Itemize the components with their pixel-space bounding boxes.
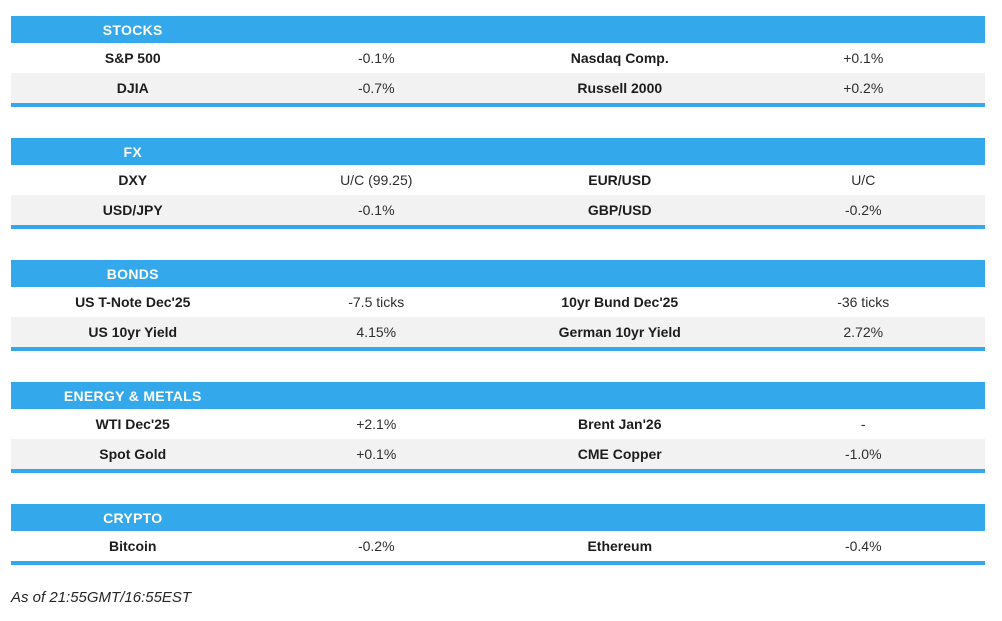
section-title: STOCKS	[102, 21, 163, 38]
section-title: ENERGY & METALS	[63, 387, 202, 404]
instrument-value: -0.2%	[357, 538, 395, 554]
table-row: S&P 500 -0.1% Nasdaq Comp. +0.1%	[11, 43, 985, 73]
instrument-label: EUR/USD	[588, 172, 652, 188]
instrument-value: 4.15%	[356, 324, 397, 340]
table-row: US 10yr Yield 4.15% German 10yr Yield 2.…	[11, 317, 985, 347]
instrument-value: -0.7%	[357, 80, 395, 96]
as-of-timestamp: As of 21:55GMT/16:55EST	[11, 589, 192, 606]
table-row: DJIA -0.7% Russell 2000 +0.2%	[11, 73, 985, 103]
instrument-value: -7.5 ticks	[348, 294, 405, 310]
instrument-value: +0.2%	[843, 80, 884, 96]
section-energy-metals: ENERGY & METALS WTI Dec'25 +2.1% Brent J…	[11, 382, 985, 473]
section-header-crypto: CRYPTO	[11, 504, 985, 531]
table-row: US T-Note Dec'25 -7.5 ticks 10yr Bund De…	[11, 287, 985, 317]
instrument-label: Russell 2000	[577, 80, 663, 96]
instrument-value: -1.0%	[844, 446, 882, 462]
section-header-bonds: BONDS	[11, 260, 985, 287]
instrument-value: U/C (99.25)	[340, 172, 413, 188]
instrument-value: -36 ticks	[837, 294, 890, 310]
instrument-label: Ethereum	[587, 538, 653, 554]
section-title: FX	[123, 143, 142, 160]
section-fx: FX DXY U/C (99.25) EUR/USD U/C USD/JPY -…	[11, 138, 985, 229]
instrument-label: USD/JPY	[102, 202, 163, 218]
instrument-label: WTI Dec'25	[95, 416, 170, 432]
instrument-label: 10yr Bund Dec'25	[561, 294, 679, 310]
instrument-label: Bitcoin	[109, 538, 157, 554]
instrument-value: +2.1%	[356, 416, 397, 432]
instrument-label: Spot Gold	[99, 446, 167, 462]
instrument-label: GBP/USD	[587, 202, 652, 218]
instrument-value: -0.1%	[357, 202, 395, 218]
instrument-value: -0.1%	[357, 50, 395, 66]
instrument-label: German 10yr Yield	[558, 324, 681, 340]
instrument-label: CME Copper	[577, 446, 662, 462]
instrument-value: U/C	[851, 172, 876, 188]
instrument-value: +0.1%	[843, 50, 884, 66]
instrument-value: -	[860, 416, 866, 432]
instrument-value: 2.72%	[843, 324, 884, 340]
section-title: BONDS	[106, 265, 159, 282]
instrument-label: S&P 500	[104, 50, 161, 66]
table-row: DXY U/C (99.25) EUR/USD U/C	[11, 165, 985, 195]
instrument-value: -0.4%	[844, 538, 882, 554]
table-row: Bitcoin -0.2% Ethereum -0.4%	[11, 531, 985, 561]
table-row: USD/JPY -0.1% GBP/USD -0.2%	[11, 195, 985, 225]
section-header-energy-metals: ENERGY & METALS	[11, 382, 985, 409]
instrument-label: US T-Note Dec'25	[75, 294, 191, 310]
market-summary-table: STOCKS S&P 500 -0.1% Nasdaq Comp. +0.1% …	[11, 16, 985, 596]
section-crypto: CRYPTO Bitcoin -0.2% Ethereum -0.4%	[11, 504, 985, 565]
section-title: CRYPTO	[103, 509, 163, 526]
section-stocks: STOCKS S&P 500 -0.1% Nasdaq Comp. +0.1% …	[11, 16, 985, 107]
section-header-stocks: STOCKS	[11, 16, 985, 43]
instrument-label: DJIA	[116, 80, 149, 96]
instrument-label: Nasdaq Comp.	[570, 50, 669, 66]
instrument-label: Brent Jan'26	[578, 416, 662, 432]
table-row: WTI Dec'25 +2.1% Brent Jan'26 -	[11, 409, 985, 439]
section-bonds: BONDS US T-Note Dec'25 -7.5 ticks 10yr B…	[11, 260, 985, 351]
section-header-fx: FX	[11, 138, 985, 165]
instrument-label: US 10yr Yield	[88, 324, 178, 340]
instrument-value: -0.2%	[844, 202, 882, 218]
instrument-value: +0.1%	[356, 446, 397, 462]
instrument-label: DXY	[118, 172, 148, 188]
table-row: Spot Gold +0.1% CME Copper -1.0%	[11, 439, 985, 469]
